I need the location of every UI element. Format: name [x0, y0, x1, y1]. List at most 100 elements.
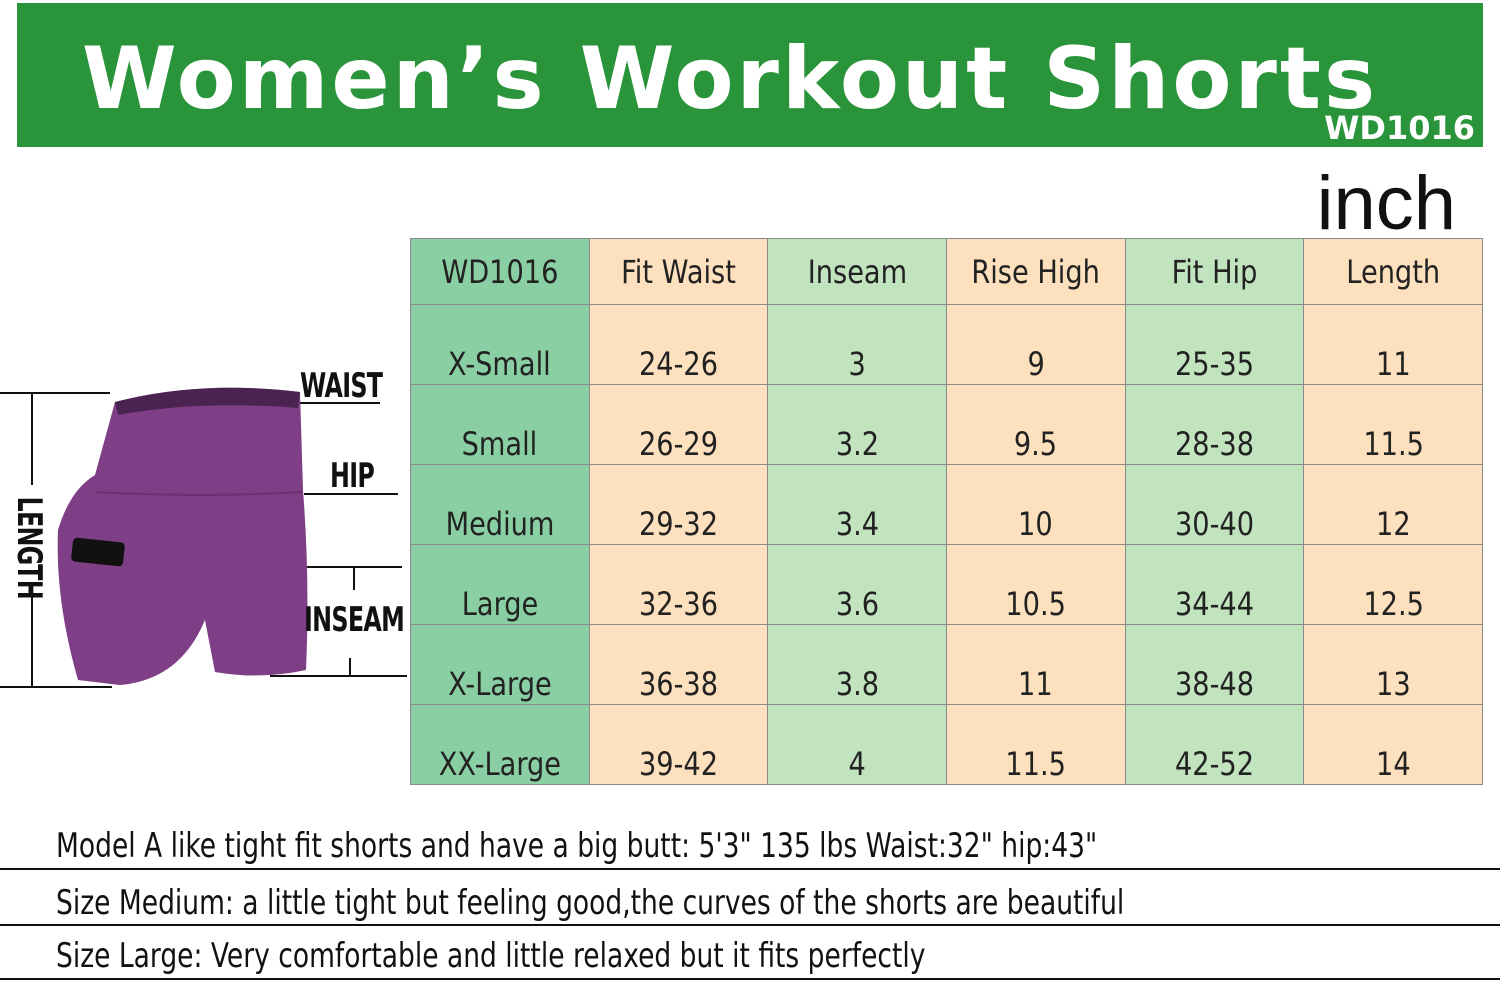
cell-text: 14 [1375, 745, 1411, 783]
table-cell: 29-32 [588, 464, 769, 545]
table-cell: 3.8 [767, 624, 947, 705]
cell-text: 25-35 [1174, 345, 1254, 383]
divider [0, 978, 1500, 980]
column-header: Inseam [767, 238, 947, 305]
model-note: Model A like tight fit shorts and have a… [56, 826, 1098, 866]
cell-text: 3.2 [835, 425, 879, 463]
cell-text: 26-29 [638, 425, 718, 463]
table-cell: 11.5 [1303, 384, 1483, 465]
cell-text: X-Large [448, 665, 552, 703]
table-cell: 12 [1303, 464, 1483, 545]
table-row: XX-Large 39-42 4 11.5 42-52 14 [410, 704, 1483, 785]
cell-text: 3.8 [835, 665, 879, 703]
table-cell: X-Large [410, 624, 590, 705]
table-cell: 11 [1303, 304, 1483, 385]
table-cell: 4 [767, 704, 947, 785]
medium-note: Size Medium: a little tight but feeling … [56, 883, 1125, 923]
table-header-row: WD1016 Fit Waist Inseam Rise High Fit Hip Len… [410, 238, 1483, 305]
cell-text: 11.5 [1362, 425, 1424, 463]
waist-label: WAIST [300, 366, 383, 406]
cell-text: 36-38 [638, 665, 718, 703]
cell-text: 34-44 [1174, 585, 1254, 623]
header-text: Length [1346, 252, 1441, 291]
cell-text: 29-32 [638, 505, 718, 543]
large-note: Size Large: Very comfortable and little … [56, 936, 926, 976]
table-cell: 10 [945, 464, 1126, 545]
inseam-label: INSEAM [304, 600, 405, 640]
cell-text: 3 [848, 345, 866, 383]
table-cell: 42-52 [1124, 704, 1305, 785]
table-cell: 30-40 [1124, 464, 1305, 545]
cell-text: 11 [1018, 665, 1054, 703]
table-cell: Medium [410, 464, 590, 545]
divider [0, 924, 1500, 926]
table-cell: 9 [945, 304, 1126, 385]
table-cell: 38-48 [1124, 624, 1305, 705]
table-cell: 3 [767, 304, 947, 385]
header-text: Fit Waist [621, 252, 736, 291]
cell-text: Large [461, 585, 539, 623]
header-text: WD1016 [441, 252, 559, 291]
table-cell: 26-29 [588, 384, 769, 465]
product-code: WD1016 [1324, 109, 1475, 147]
cell-text: 10.5 [1005, 585, 1067, 623]
cell-text: 9 [1027, 345, 1045, 383]
table-cell: 11 [945, 624, 1126, 705]
table-cell: XX-Large [410, 704, 590, 785]
cell-text: 28-38 [1174, 425, 1254, 463]
table-cell: 14 [1303, 704, 1483, 785]
cell-text: 4 [848, 745, 866, 783]
column-header: Fit Hip [1124, 238, 1305, 305]
page-title: Women’s Workout Shorts [81, 29, 1379, 129]
table-cell: 3.4 [767, 464, 947, 545]
table-cell: 3.6 [767, 544, 947, 625]
table-row: Small 26-29 3.2 9.5 28-38 11.5 [410, 384, 1483, 465]
cell-text: 42-52 [1174, 745, 1254, 783]
cell-text: 11.5 [1005, 745, 1067, 783]
column-header: Fit Waist [588, 238, 769, 305]
cell-text: XX-Large [438, 745, 561, 783]
unit-label: inch [1316, 161, 1456, 246]
shorts-diagram [0, 387, 407, 688]
column-header: WD1016 [410, 238, 590, 305]
table-cell: 13 [1303, 624, 1483, 705]
waistband-inner [115, 387, 300, 415]
cell-text: 11 [1375, 345, 1411, 383]
table-cell: 24-26 [588, 304, 769, 385]
table-cell: Large [410, 544, 590, 625]
shorts-image [57, 387, 308, 685]
cell-text: 32-36 [638, 585, 718, 623]
table-row: X-Large 36-38 3.8 11 38-48 13 [410, 624, 1483, 705]
table-cell: 25-35 [1124, 304, 1305, 385]
header-text: Fit Hip [1171, 252, 1258, 291]
cell-text: Medium [445, 505, 555, 543]
cell-text: Small [462, 425, 538, 463]
cell-text: 13 [1375, 665, 1411, 703]
cell-text: 12.5 [1362, 585, 1424, 623]
table-cell: 32-36 [588, 544, 769, 625]
title-banner: Women’s Workout Shorts WD1016 [17, 3, 1483, 147]
table-cell: X-Small [410, 304, 590, 385]
phone-in-pocket [71, 537, 125, 567]
table-cell: 3.2 [767, 384, 947, 465]
table-cell: 39-42 [588, 704, 769, 785]
table-row: Medium 29-32 3.4 10 30-40 12 [410, 464, 1483, 545]
cell-text: 39-42 [638, 745, 718, 783]
table-cell: 12.5 [1303, 544, 1483, 625]
column-header: Rise High [945, 238, 1126, 305]
table-row: X-Small 24-26 3 9 25-35 11 [410, 304, 1483, 385]
waistband-seam [94, 491, 303, 496]
length-label: LENGTH [9, 496, 49, 599]
table-cell: 11.5 [945, 704, 1126, 785]
cell-text: 9.5 [1014, 425, 1058, 463]
cell-text: X-Small [448, 345, 552, 383]
cell-text: 30-40 [1174, 505, 1254, 543]
cell-text: 10 [1018, 505, 1054, 543]
table-cell: 28-38 [1124, 384, 1305, 465]
cell-text: 12 [1375, 505, 1411, 543]
column-header: Length [1303, 238, 1483, 305]
hip-label: HIP [330, 456, 375, 496]
table-cell: 36-38 [588, 624, 769, 705]
table-cell: 34-44 [1124, 544, 1305, 625]
cell-text: 24-26 [638, 345, 718, 383]
